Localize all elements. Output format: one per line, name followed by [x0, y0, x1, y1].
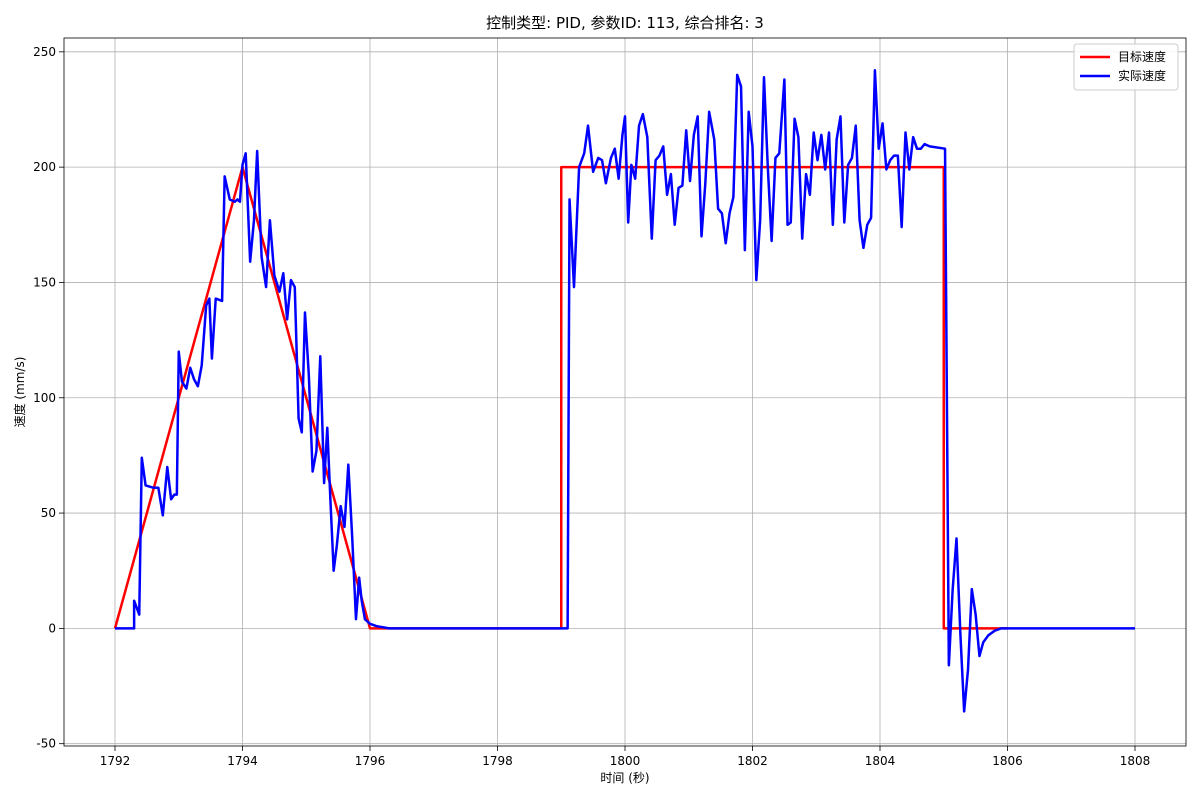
y-tick-label: 100 — [33, 391, 56, 405]
y-tick-label: 0 — [48, 621, 56, 635]
x-tick-label: 1796 — [355, 754, 386, 768]
series-line-0 — [113, 165, 1008, 630]
x-tick-label: 1806 — [992, 754, 1023, 768]
legend-box — [1073, 43, 1179, 91]
chart-title: 控制类型: PID, 参数ID: 113, 综合排名: 3 — [486, 14, 764, 32]
legend-label-1: 实际速度 — [1118, 68, 1166, 83]
series-line-1 — [115, 69, 1135, 713]
x-tick-label: 1808 — [1120, 754, 1151, 768]
x-tick-label: 1792 — [100, 754, 131, 768]
axis-ticks: 1792 1794 1796 1798 1800 1802 1804 1806 1808 -50 0… — [33, 45, 1150, 768]
series-lines — [113, 69, 1135, 713]
x-tick-label: 1804 — [865, 754, 896, 768]
y-tick-label: 150 — [33, 275, 56, 289]
legend-label-0: 目标速度 — [1118, 49, 1166, 64]
x-tick-label: 1794 — [227, 754, 258, 768]
x-tick-label: 1798 — [482, 754, 513, 768]
x-tick-label: 1800 — [610, 754, 641, 768]
y-tick-label: 200 — [33, 160, 56, 174]
x-axis-title: 时间 (秒) — [600, 771, 649, 785]
y-tick-label: 50 — [41, 506, 56, 520]
y-axis-title: 速度 (mm/s) — [12, 357, 27, 428]
x-tick-label: 1802 — [737, 754, 768, 768]
y-tick-label: -50 — [36, 737, 56, 751]
y-tick-label: 250 — [33, 45, 56, 59]
